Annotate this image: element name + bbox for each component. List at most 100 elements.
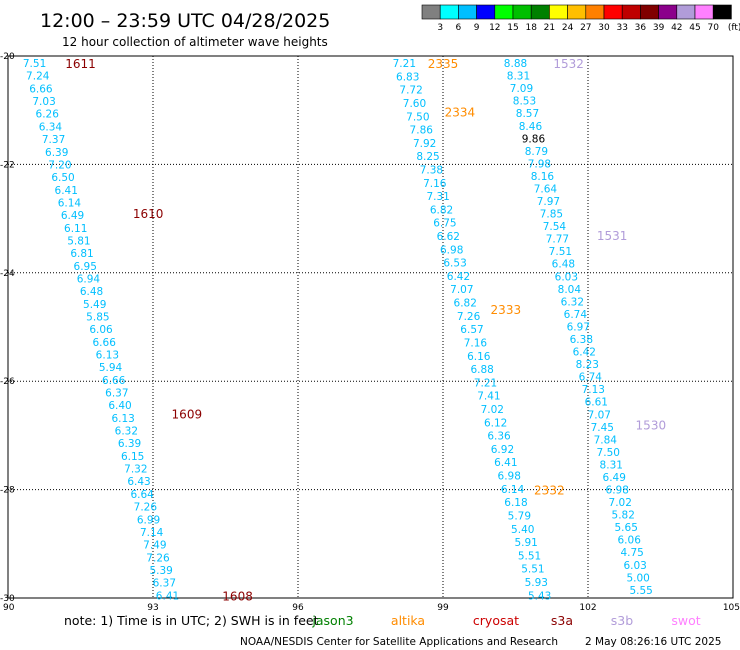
wave-height-value: 8.88 xyxy=(504,58,527,70)
axis-ticks: 90 93 96 99 102 105 -20 -22 -24 -26 -28 -30 xyxy=(0,52,740,613)
wave-height-value: 6.88 xyxy=(470,364,493,376)
y-tick-label: -26 xyxy=(0,377,15,387)
wave-height-value: 6.61 xyxy=(585,397,608,409)
wave-height-value: 7.51 xyxy=(549,246,572,258)
wave-height-value: 6.39 xyxy=(118,438,141,450)
wave-height-value: 6.98 xyxy=(606,485,629,497)
wave-height-value: 8.46 xyxy=(519,121,543,133)
wave-height-value: 6.13 xyxy=(111,413,134,425)
wave-height-value: 4.75 xyxy=(620,547,643,559)
wave-height-value: 6.41 xyxy=(494,457,517,469)
x-tick-label: 93 xyxy=(147,603,158,613)
y-tick-label: -24 xyxy=(0,269,15,279)
wave-height-value: 6.39 xyxy=(45,147,68,159)
x-tick-label: 90 xyxy=(3,603,15,613)
wave-height-value: 6.75 xyxy=(433,218,456,230)
wave-height-value: 7.41 xyxy=(477,391,500,403)
wave-height-value: 5.55 xyxy=(629,585,652,597)
wave-height-value: 5.81 xyxy=(67,235,90,247)
pass-number-label: 2335 xyxy=(428,57,459,71)
wave-height-value: 6.11 xyxy=(64,223,87,235)
wave-height-value: 6.82 xyxy=(454,298,477,310)
wave-height-value: 5.94 xyxy=(99,362,123,374)
colorbar-swatch xyxy=(603,4,623,20)
wave-height-value: 6.81 xyxy=(70,248,93,260)
wave-height-value: 5.82 xyxy=(612,510,635,522)
wave-height-value: 6.83 xyxy=(396,71,419,83)
y-tick-label: -30 xyxy=(0,594,15,604)
pass-number-label: 1609 xyxy=(172,408,203,422)
colorbar-swatch xyxy=(658,4,678,20)
wave-height-value: 7.86 xyxy=(410,125,434,137)
wave-height-value: 5.40 xyxy=(511,524,534,536)
satellite-legend: jason3 altika cryosat s3a s3b swot xyxy=(311,613,700,628)
wave-height-value: 7.32 xyxy=(124,464,147,476)
wave-height-value: 6.66 xyxy=(29,83,53,95)
colorbar-swatch xyxy=(494,4,514,20)
wave-height-value: 6.74 xyxy=(579,372,603,384)
wave-height-value: 6.92 xyxy=(491,444,514,456)
wave-height-value: 7.45 xyxy=(591,422,614,434)
wave-height-value: 6.12 xyxy=(484,417,507,429)
wave-height-value: 7.98 xyxy=(528,158,551,170)
wave-height-value: 7.49 xyxy=(143,540,166,552)
wave-height-value: 7.02 xyxy=(609,497,632,509)
wave-height-value: 6.32 xyxy=(115,426,138,438)
x-tick-label: 96 xyxy=(292,603,304,613)
colorbar-swatch xyxy=(694,4,714,20)
colorbar-swatch xyxy=(530,4,550,20)
wave-height-value: 6.03 xyxy=(623,560,646,572)
wave-height-value: 7.26 xyxy=(457,311,481,323)
pass-number-label: 2333 xyxy=(491,303,522,317)
wave-height-value: 6.26 xyxy=(36,109,60,121)
legend-item-s3b: s3b xyxy=(611,613,633,628)
wave-height-value: 6.34 xyxy=(39,121,63,133)
wave-height-value: 6.42 xyxy=(573,347,596,359)
wave-height-value: 6.48 xyxy=(80,286,103,298)
wave-height-value: 6.95 xyxy=(74,261,97,273)
wave-height-value: 6.13 xyxy=(96,350,119,362)
wave-height-value: 5.00 xyxy=(626,572,649,584)
colorbar-swatch xyxy=(676,4,696,20)
colorbar-level-label: 21 xyxy=(544,23,555,33)
colorbar-level-label: 39 xyxy=(653,23,665,33)
wave-height-value: 7.24 xyxy=(26,71,50,83)
wave-height-value: 6.06 xyxy=(618,535,642,547)
colorbar-level-label: 45 xyxy=(689,23,700,33)
track-s3a: 7.517.246.667.036.266.347.376.397.206.50… xyxy=(23,57,253,603)
wave-height-value: 8.31 xyxy=(507,71,530,83)
pass-number-label: 1608 xyxy=(222,589,253,603)
wave-height-value: 6.94 xyxy=(77,273,101,285)
wave-height-value: 7.64 xyxy=(534,183,558,195)
colorbar-unit: (ft) xyxy=(728,23,740,33)
wave-height-value: 7.51 xyxy=(23,58,46,70)
wave-height-value: 5.51 xyxy=(521,564,544,576)
colorbar-swatch xyxy=(585,4,605,20)
wave-height-value: 6.41 xyxy=(55,185,78,197)
wave-height-value: 7.13 xyxy=(582,384,605,396)
wave-height-value: 6.99 xyxy=(137,514,160,526)
colorbar-level-label: 24 xyxy=(562,23,574,33)
wave-height-value: 7.02 xyxy=(481,404,504,416)
wave-height-value: 6.06 xyxy=(89,324,113,336)
wave-height-value: 6.38 xyxy=(570,334,593,346)
wave-height-value: 6.97 xyxy=(567,321,590,333)
wave-height-value: 7.07 xyxy=(588,409,611,421)
wave-height-value: 5.51 xyxy=(518,550,541,562)
wave-height-value: 7.50 xyxy=(406,111,429,123)
colorbar-level-label: 27 xyxy=(580,23,591,33)
wave-height-value: 5.85 xyxy=(86,311,109,323)
wave-height-value: 7.84 xyxy=(594,434,618,446)
chart-title: 12:00 – 23:59 UTC 04/28/2025 xyxy=(40,10,330,32)
wave-height-value: 7.09 xyxy=(510,83,533,95)
colorbar-swatch xyxy=(567,4,587,20)
wave-height-value: 6.66 xyxy=(102,375,126,387)
colorbar-swatch xyxy=(421,4,441,20)
wave-height-value: 7.03 xyxy=(32,96,55,108)
wave-height-value: 6.32 xyxy=(561,296,584,308)
x-tick-label: 105 xyxy=(723,603,740,613)
footer-timestamp: 2 May 08:26:16 UTC 2025 xyxy=(585,636,721,648)
wave-height-value: 6.98 xyxy=(440,244,463,256)
colorbar-level-label: 18 xyxy=(525,23,537,33)
legend-item-cryosat: cryosat xyxy=(473,613,519,628)
